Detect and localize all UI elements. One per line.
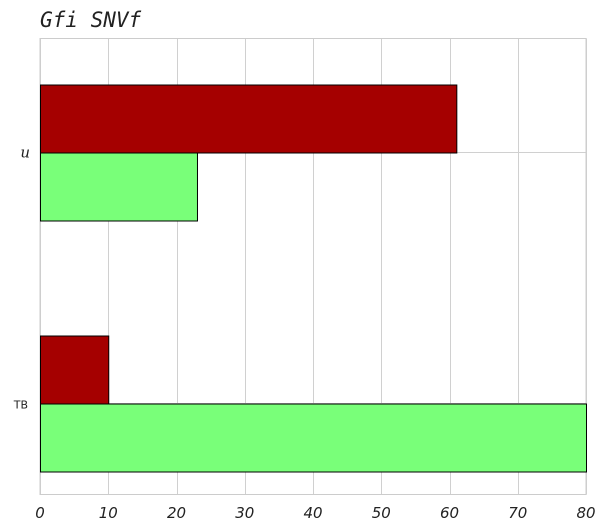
x-tick-label-70: 70	[508, 504, 527, 522]
x-tick-label-40: 40	[303, 504, 322, 522]
x-tick-label-0: 0	[35, 504, 45, 522]
y-tick-label-tb: TB	[13, 399, 28, 412]
y-axis-labels: u TB	[13, 144, 30, 412]
x-tick-label-30: 30	[235, 504, 254, 522]
bars	[40, 84, 587, 473]
plot-area	[39, 38, 587, 495]
y-tick-label-u: u	[20, 144, 30, 162]
x-tick-label-50: 50	[372, 504, 391, 522]
chart-title: Gfi SNVf	[40, 8, 142, 32]
bar-u-series-2	[40, 152, 198, 222]
bar-u-series-1	[40, 84, 458, 154]
bar-tb-series-1	[40, 335, 110, 405]
x-tick-label-10: 10	[99, 504, 118, 522]
x-axis-labels: 0 10 20 30 40 50 60 70 80	[35, 504, 595, 522]
x-tick-label-60: 60	[440, 504, 459, 522]
x-tick-label-20: 20	[167, 504, 186, 522]
bar-tb-series-2	[40, 403, 587, 473]
x-tick-label-80: 80	[576, 504, 595, 522]
